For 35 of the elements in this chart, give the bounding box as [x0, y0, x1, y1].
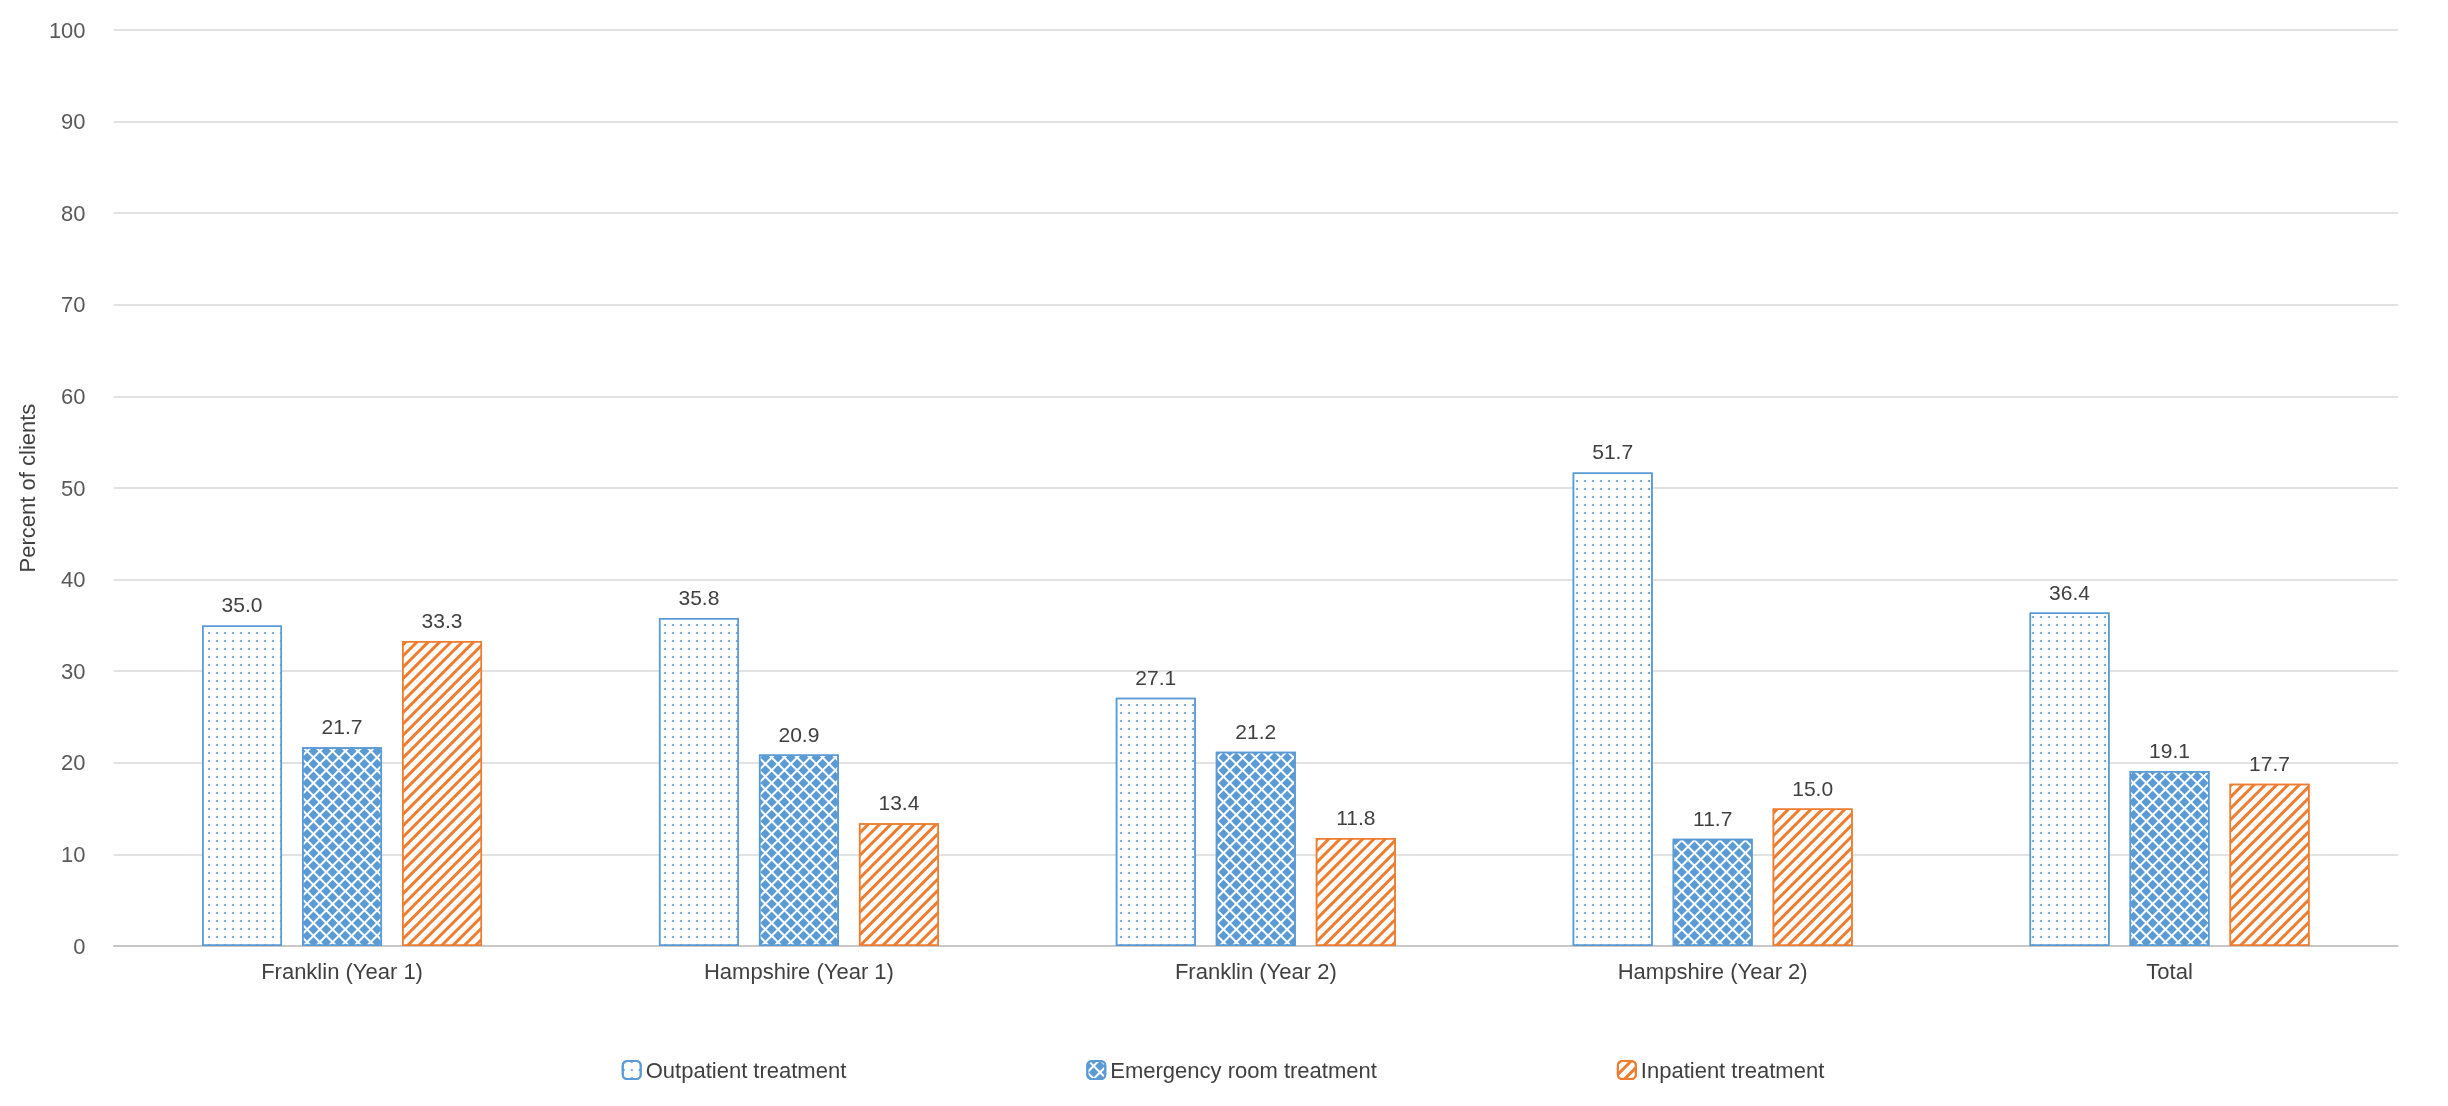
- x-tick-label: Hampshire (Year 2): [1617, 958, 1808, 984]
- data-label: 20.9: [778, 722, 820, 746]
- data-label: 36.4: [2049, 580, 2091, 604]
- data-label: 33.3: [421, 608, 463, 632]
- data-label: 35.0: [221, 593, 263, 617]
- data-label: 27.1: [1135, 665, 1177, 689]
- data-label: 17.7: [2249, 751, 2290, 775]
- y-tick-label: 60: [61, 383, 86, 409]
- y-tick-label: 70: [61, 292, 86, 318]
- legend-label: Emergency room treatment: [1110, 1057, 1377, 1083]
- data-label: 21.2: [1235, 719, 1277, 743]
- x-tick-label: Franklin (Year 2): [1174, 958, 1337, 984]
- y-tick-label: 30: [61, 658, 86, 684]
- x-tick-label: Franklin (Year 1): [261, 958, 423, 984]
- data-label: 51.7: [1592, 440, 1634, 464]
- y-tick-label: 0: [73, 933, 86, 959]
- x-tick-label: Total: [2146, 958, 2193, 984]
- y-tick-label: 100: [48, 17, 86, 43]
- y-tick-label: 20: [61, 750, 86, 776]
- data-label: 15.0: [1792, 776, 1834, 800]
- y-tick-label: 80: [61, 200, 86, 226]
- y-tick-label: 50: [61, 475, 86, 501]
- data-label: 35.8: [678, 586, 720, 610]
- legend-label: Inpatient treatment: [1640, 1057, 1825, 1083]
- data-label: 11.8: [1336, 805, 1376, 829]
- data-label: 21.7: [321, 715, 363, 739]
- legend-label: Outpatient treatment: [645, 1057, 847, 1083]
- y-tick-label: 40: [61, 567, 86, 593]
- y-tick-label: 90: [61, 109, 86, 135]
- y-tick-label: 10: [61, 841, 86, 867]
- x-tick-label: Hampshire (Year 1): [703, 958, 894, 984]
- data-label: 11.7: [1693, 806, 1733, 830]
- data-label: 13.4: [878, 791, 920, 815]
- data-label: 19.1: [2149, 739, 2190, 763]
- y-axis-title: Percent of clients: [14, 403, 40, 573]
